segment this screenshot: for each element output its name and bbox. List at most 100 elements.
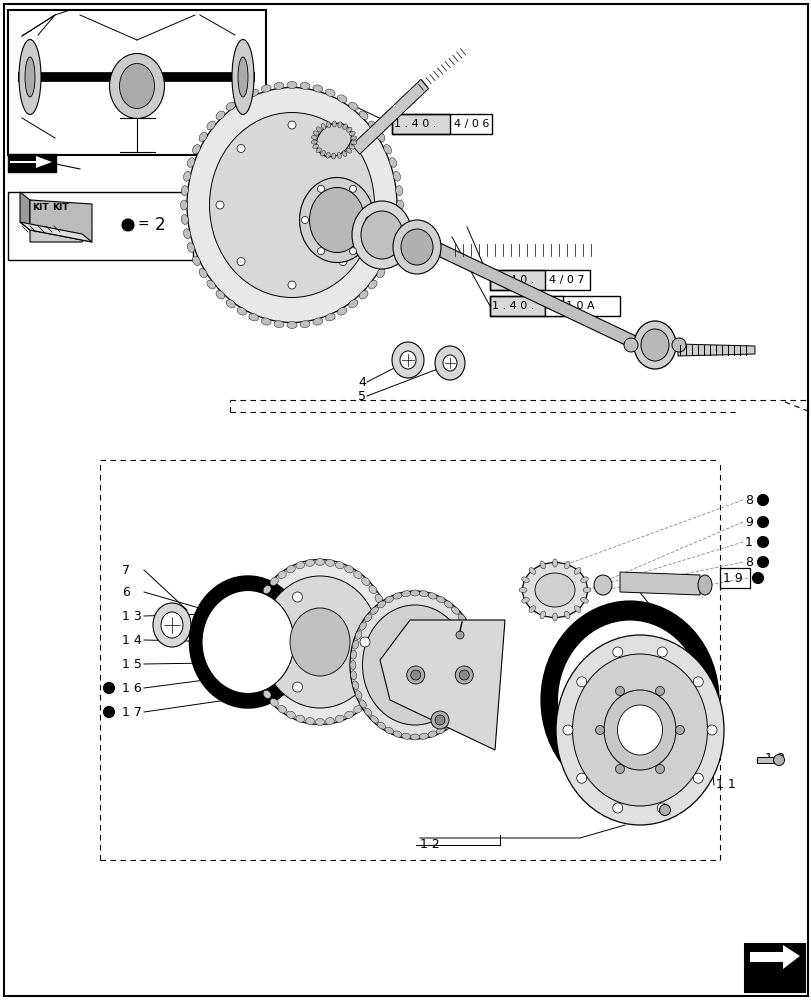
Polygon shape [380,620,504,750]
Ellipse shape [273,321,284,328]
Ellipse shape [521,562,587,617]
Ellipse shape [19,39,41,114]
Ellipse shape [247,626,254,635]
Ellipse shape [355,631,362,639]
Ellipse shape [401,229,432,265]
Ellipse shape [312,144,318,149]
Ellipse shape [473,671,478,680]
Ellipse shape [325,313,335,321]
Bar [719,568,749,588]
Ellipse shape [252,671,260,680]
Ellipse shape [315,558,324,566]
Ellipse shape [362,605,467,725]
Ellipse shape [361,211,402,259]
Ellipse shape [187,158,195,167]
Ellipse shape [349,300,358,308]
Ellipse shape [326,122,330,128]
Bar [544,296,562,316]
Ellipse shape [247,638,253,647]
Ellipse shape [238,57,247,97]
Ellipse shape [455,666,473,684]
Ellipse shape [393,229,400,239]
Ellipse shape [380,604,387,613]
Text: KIT: KIT [52,204,69,213]
Ellipse shape [237,95,247,103]
Ellipse shape [316,127,321,132]
Ellipse shape [443,355,457,371]
Ellipse shape [315,718,324,726]
Bar [489,296,620,316]
Ellipse shape [351,201,411,269]
Ellipse shape [470,640,477,649]
Ellipse shape [305,718,314,725]
Ellipse shape [207,121,215,130]
Ellipse shape [576,677,586,687]
Ellipse shape [286,82,297,89]
Ellipse shape [401,733,410,739]
Ellipse shape [349,102,358,110]
Ellipse shape [573,606,580,612]
Ellipse shape [457,708,465,716]
Ellipse shape [181,214,188,224]
Polygon shape [749,945,799,969]
Ellipse shape [383,615,390,624]
Text: 4 / 0 7: 4 / 0 7 [548,275,584,285]
Ellipse shape [562,725,573,735]
Ellipse shape [341,151,346,156]
Ellipse shape [325,152,330,158]
Text: 2: 2 [155,216,165,234]
Text: 1 . 4 0 .: 1 . 4 0 . [491,275,534,285]
Ellipse shape [209,112,374,298]
Ellipse shape [361,699,370,706]
Ellipse shape [237,144,245,152]
Ellipse shape [199,269,207,278]
Ellipse shape [556,635,723,825]
Circle shape [757,516,767,528]
Ellipse shape [161,612,182,638]
Ellipse shape [216,111,225,119]
Ellipse shape [292,682,303,692]
Ellipse shape [207,280,215,289]
Circle shape [752,572,762,584]
Ellipse shape [392,342,423,378]
Ellipse shape [216,291,225,299]
Ellipse shape [288,281,296,289]
Ellipse shape [388,243,397,252]
Ellipse shape [300,321,310,328]
Ellipse shape [551,559,557,567]
Text: 1 . 4 0 .: 1 . 4 0 . [393,119,436,129]
Ellipse shape [152,603,191,647]
Text: 1: 1 [547,301,553,311]
Ellipse shape [338,258,346,266]
Bar [744,944,804,992]
Polygon shape [440,243,639,352]
Ellipse shape [376,132,384,141]
Ellipse shape [697,575,711,595]
Bar [8,192,193,260]
Ellipse shape [277,571,286,579]
Ellipse shape [352,681,358,690]
Bar [489,296,544,316]
Text: =: = [138,218,149,232]
Ellipse shape [317,248,324,255]
Bar [489,270,544,290]
Ellipse shape [181,186,188,196]
Ellipse shape [359,622,366,630]
Polygon shape [620,572,699,595]
Ellipse shape [384,596,393,603]
Ellipse shape [252,604,260,613]
Text: 9: 9 [744,516,752,528]
Ellipse shape [457,614,465,622]
Ellipse shape [25,57,35,97]
Ellipse shape [346,127,351,132]
Ellipse shape [473,650,478,659]
Text: 8: 8 [744,493,752,506]
Ellipse shape [263,586,271,594]
Ellipse shape [474,660,479,670]
Ellipse shape [325,718,334,725]
Ellipse shape [435,715,444,725]
Ellipse shape [305,559,314,566]
Ellipse shape [470,681,477,690]
Ellipse shape [557,620,702,780]
Polygon shape [756,757,774,763]
